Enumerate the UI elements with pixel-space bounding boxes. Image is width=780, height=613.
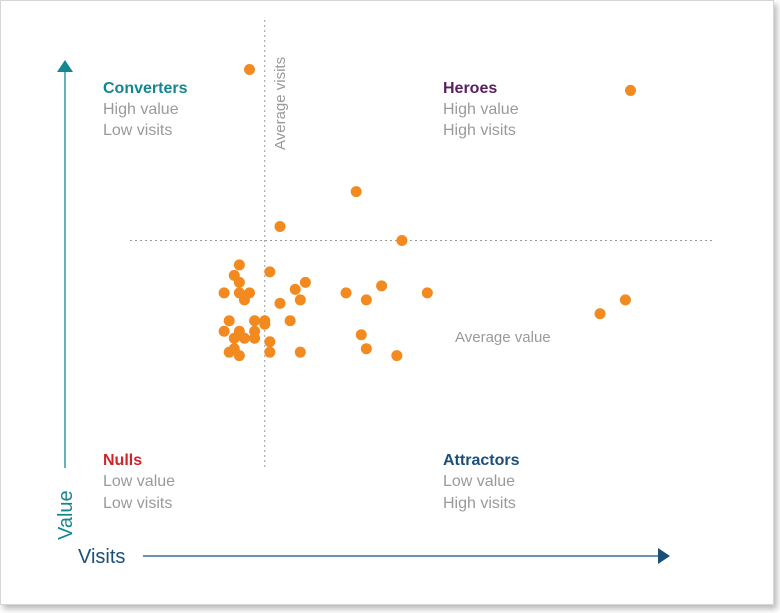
attractors-line1: Low value: [443, 473, 515, 490]
data-point-9: [299, 276, 311, 288]
data-point-35: [264, 336, 276, 348]
data-point-26: [259, 318, 271, 330]
data-point-32: [228, 332, 240, 344]
data-point-18: [294, 294, 306, 306]
data-point-3: [274, 221, 286, 233]
average-visits-label: Average visits: [272, 57, 289, 150]
data-point-1: [625, 84, 637, 96]
heroes-line1: High value: [443, 101, 519, 118]
data-point-42: [391, 350, 403, 362]
value-axis-label: Value: [55, 490, 77, 540]
average-value-label: Average value: [455, 329, 551, 346]
quadrant-attractors: Attractors Low value High visits: [443, 452, 520, 512]
data-point-10: [376, 280, 388, 292]
data-point-8: [233, 276, 245, 288]
quadrant-nulls: Nulls Low value Low visits: [103, 452, 175, 512]
quadrant-converters: Converters High value Low visits: [103, 80, 188, 139]
data-point-33: [238, 332, 250, 344]
data-point-12: [218, 287, 230, 299]
data-point-20: [274, 297, 286, 309]
data-point-31: [355, 329, 367, 341]
quadrant-heroes: Heroes High value High visits: [443, 80, 519, 139]
data-point-37: [264, 346, 276, 358]
data-point-28: [218, 325, 230, 337]
data-point-15: [340, 287, 352, 299]
value-axis-arrowhead: [57, 60, 73, 72]
converters-title: Converters: [103, 80, 188, 97]
data-point-27: [284, 315, 296, 327]
data-point-21: [594, 308, 606, 320]
data-point-19: [360, 294, 372, 306]
data-point-6: [264, 266, 276, 278]
data-point-24: [249, 315, 261, 327]
attractors-line2: High visits: [443, 495, 516, 512]
visits-axis-arrowhead: [658, 548, 670, 564]
data-point-4: [396, 235, 408, 246]
data-point-34: [249, 332, 261, 344]
attractors-title: Attractors: [443, 452, 520, 469]
data-point-2: [350, 186, 362, 198]
data-point-23: [223, 315, 235, 327]
data-point-22: [619, 294, 631, 306]
nulls-title: Nulls: [103, 452, 142, 469]
data-point-41: [294, 346, 306, 358]
converters-line1: High value: [103, 101, 179, 118]
chart-frame: [0, 0, 774, 605]
data-point-11: [289, 283, 301, 295]
nulls-line1: Low value: [103, 473, 175, 490]
data-point-39: [223, 346, 235, 358]
data-point-40: [233, 350, 245, 362]
heroes-line2: High visits: [443, 122, 516, 139]
data-point-17: [238, 294, 250, 306]
data-point-38: [360, 343, 372, 355]
converters-line2: Low visits: [103, 122, 172, 139]
data-point-0: [244, 63, 256, 75]
heroes-title: Heroes: [443, 80, 497, 97]
nulls-line2: Low visits: [103, 495, 172, 512]
data-points: [218, 63, 637, 362]
visits-axis-label: Visits: [78, 546, 125, 568]
data-point-5: [233, 259, 245, 271]
data-point-16: [421, 287, 433, 299]
